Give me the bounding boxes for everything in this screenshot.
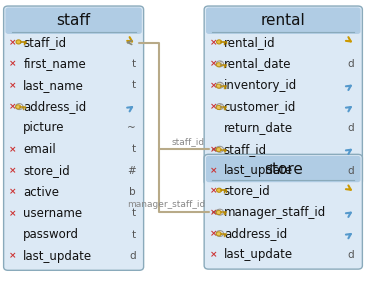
FancyBboxPatch shape: [4, 6, 143, 270]
FancyBboxPatch shape: [204, 6, 362, 185]
Text: ×: ×: [9, 252, 16, 260]
Text: t: t: [131, 144, 135, 154]
Text: d: d: [348, 166, 354, 176]
Circle shape: [216, 232, 221, 236]
Text: last_name: last_name: [23, 79, 84, 92]
Circle shape: [216, 63, 221, 67]
Text: #: #: [127, 166, 135, 176]
Text: inventory_id: inventory_id: [224, 79, 297, 92]
Text: ~: ~: [127, 123, 135, 133]
Text: t: t: [131, 59, 135, 69]
Text: ×: ×: [9, 166, 16, 175]
Text: ×: ×: [9, 187, 16, 196]
Circle shape: [216, 148, 221, 152]
Text: ×: ×: [209, 229, 217, 238]
Text: 1: 1: [218, 83, 222, 87]
Text: first_name: first_name: [23, 58, 86, 70]
Text: email: email: [23, 143, 56, 156]
Text: staff_id: staff_id: [23, 36, 66, 49]
Text: t: t: [131, 230, 135, 240]
Text: active: active: [23, 186, 59, 198]
Text: 1: 1: [218, 104, 222, 109]
Text: rental_id: rental_id: [224, 36, 276, 49]
Text: username: username: [23, 207, 82, 220]
Text: ×: ×: [209, 250, 217, 259]
Text: ×: ×: [209, 208, 217, 217]
Text: rental: rental: [261, 13, 306, 28]
Text: ×: ×: [9, 38, 16, 47]
Text: store: store: [264, 162, 303, 176]
Circle shape: [216, 104, 224, 110]
Text: manager_staff_id: manager_staff_id: [224, 206, 326, 219]
FancyBboxPatch shape: [206, 156, 361, 182]
Circle shape: [216, 84, 221, 88]
Text: ×: ×: [209, 38, 217, 47]
Text: t: t: [131, 208, 135, 218]
Circle shape: [217, 40, 222, 44]
Text: store_id: store_id: [224, 184, 270, 197]
Circle shape: [217, 188, 222, 192]
Text: ×: ×: [9, 209, 16, 218]
Circle shape: [216, 231, 224, 237]
Circle shape: [16, 104, 23, 110]
Circle shape: [16, 105, 21, 109]
Text: ×: ×: [209, 81, 217, 90]
Text: ×: ×: [9, 81, 16, 90]
Text: ×: ×: [209, 145, 217, 154]
FancyBboxPatch shape: [204, 154, 362, 269]
Text: staff_id: staff_id: [172, 137, 205, 146]
Text: ×: ×: [209, 166, 217, 175]
Text: customer_id: customer_id: [224, 100, 296, 113]
Text: d: d: [129, 251, 135, 261]
Circle shape: [16, 40, 21, 44]
Text: ×: ×: [9, 59, 16, 68]
Text: staff_id: staff_id: [224, 143, 267, 156]
Text: password: password: [23, 228, 79, 241]
Text: ×: ×: [209, 59, 217, 68]
Text: ×: ×: [209, 186, 217, 195]
Text: last_update: last_update: [224, 164, 293, 177]
Text: t: t: [131, 80, 135, 90]
Text: last_update: last_update: [23, 250, 93, 263]
FancyBboxPatch shape: [206, 7, 361, 34]
Text: d: d: [348, 59, 354, 69]
Text: ×: ×: [9, 145, 16, 154]
Text: 1: 1: [218, 61, 222, 66]
Text: ×: ×: [9, 102, 16, 111]
Circle shape: [216, 82, 224, 88]
Text: manager_staff_id: manager_staff_id: [127, 200, 205, 209]
Text: b: b: [129, 187, 135, 197]
Circle shape: [216, 105, 221, 110]
Text: d: d: [348, 250, 354, 260]
Text: return_date: return_date: [224, 122, 293, 134]
Text: staff: staff: [57, 13, 91, 28]
Text: store_id: store_id: [23, 164, 70, 177]
Text: ×: ×: [209, 102, 217, 111]
Circle shape: [216, 210, 221, 215]
Text: last_update: last_update: [224, 249, 293, 261]
Text: d: d: [348, 123, 354, 133]
FancyBboxPatch shape: [5, 7, 142, 34]
Text: address_id: address_id: [224, 227, 287, 240]
Circle shape: [216, 146, 224, 152]
Text: address_id: address_id: [23, 100, 86, 113]
Circle shape: [216, 209, 224, 215]
Text: picture: picture: [23, 122, 65, 134]
Circle shape: [216, 61, 224, 67]
Text: rental_date: rental_date: [224, 58, 291, 70]
